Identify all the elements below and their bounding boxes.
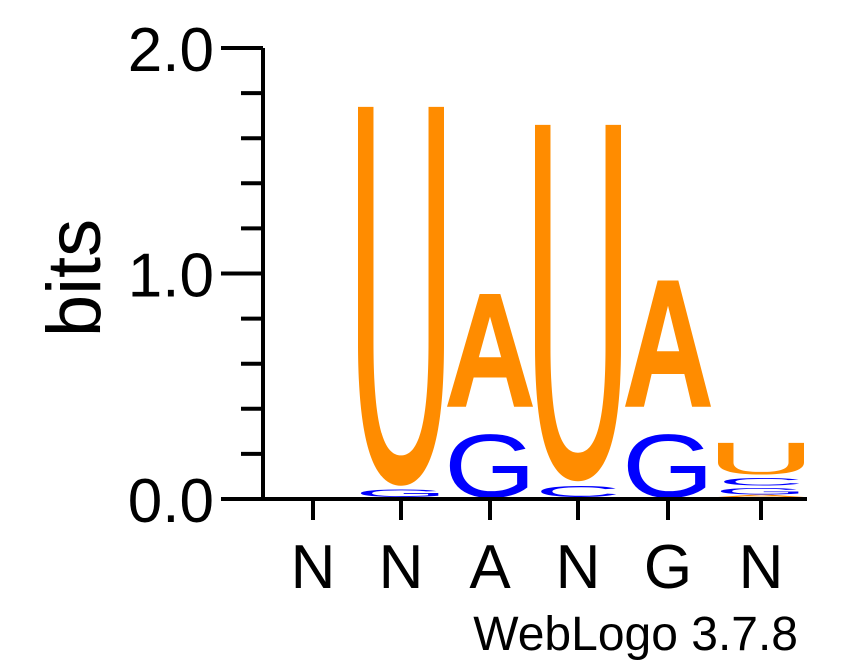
x-tick-label: N — [739, 533, 784, 602]
y-axis: 0.0 1.0 2.0 — [128, 16, 265, 536]
logo-letter-G: G — [715, 487, 807, 497]
y-tick-label: 0.0 — [128, 467, 214, 536]
logo-letter-C: C — [718, 476, 804, 489]
x-tick-label: N — [379, 533, 424, 602]
svg-text:C: C — [535, 483, 621, 501]
x-tick-label: N — [291, 533, 336, 602]
y-tick-label: 2.0 — [128, 16, 214, 85]
svg-text:G: G — [355, 487, 447, 500]
logo-letter-A — [447, 294, 533, 407]
weblogo-version-label: WebLogo 3.7.8 — [473, 608, 798, 661]
logo-letter-G: G — [355, 487, 447, 500]
logo-letter-C: C — [535, 483, 621, 501]
logo-letter-A — [625, 280, 711, 407]
x-tick-label: A — [469, 533, 511, 602]
logo-letter-U — [535, 124, 621, 482]
y-axis-label: bits — [32, 219, 117, 337]
logo-letters: GG C G GC — [355, 106, 807, 517]
y-tick-label: 1.0 — [128, 242, 214, 311]
svg-text:G: G — [715, 487, 807, 497]
svg-text:C: C — [718, 476, 804, 489]
logo-letter-U — [358, 106, 444, 486]
x-tick-label: G — [644, 533, 692, 602]
x-tick-label: N — [556, 533, 601, 602]
logo-letter-U — [718, 442, 804, 475]
logo-letter-A — [718, 494, 804, 497]
